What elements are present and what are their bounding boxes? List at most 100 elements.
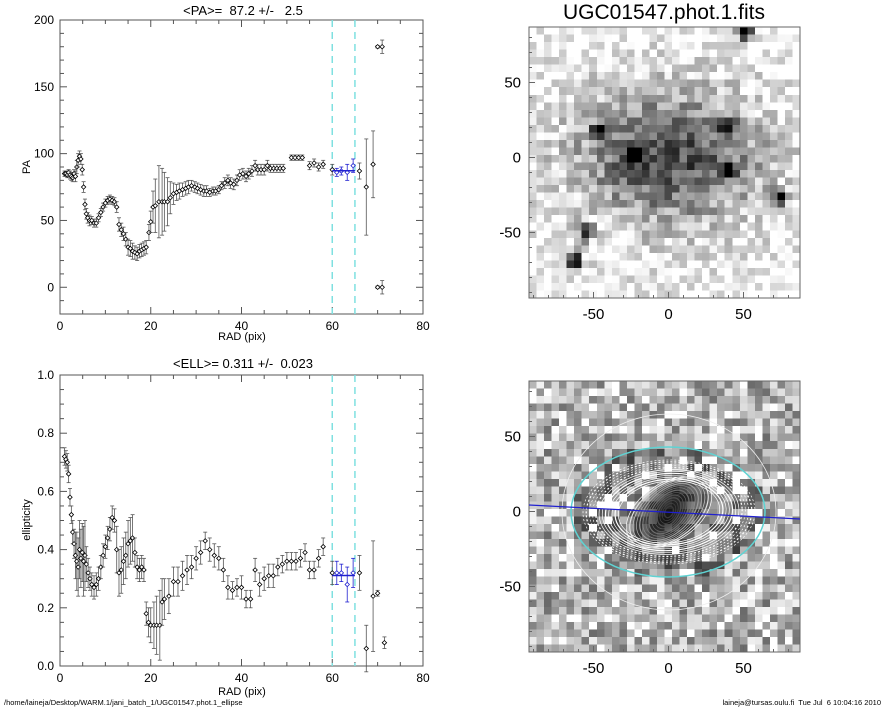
ell-data-point	[356, 570, 363, 576]
ell-data-point	[65, 471, 72, 477]
pa-data-point	[143, 244, 149, 250]
image2-ytick-label: -50	[499, 579, 521, 596]
ell-xtick-label: 0	[57, 671, 64, 685]
ell-data-point	[234, 584, 240, 591]
pa-data-point	[299, 154, 306, 161]
isophote-ellipse	[598, 469, 740, 555]
image2-ytick-label: 0	[513, 504, 521, 521]
isophote-overlay	[528, 413, 801, 611]
pa-data-point	[164, 198, 171, 205]
pa-data-point	[167, 194, 174, 201]
ell-data-point	[374, 590, 381, 597]
pa-data-point	[320, 161, 326, 168]
image1-xtick-label: 50	[735, 306, 752, 323]
ell-data-point	[193, 555, 199, 562]
pa-ytick-label: 150	[34, 80, 54, 94]
ell-data-point	[100, 552, 106, 559]
isophote-ellipse	[617, 480, 721, 544]
mean-isophote-ellipse	[570, 446, 766, 578]
ell-data-point	[120, 558, 127, 565]
pa-data-point	[280, 165, 287, 172]
image2-xtick-label: -50	[583, 660, 605, 677]
ell-data-point	[284, 558, 290, 565]
pa-data-point	[231, 181, 237, 188]
ell-data-point	[71, 541, 77, 547]
pa-data-point	[350, 162, 356, 169]
pa-xtick-label: 40	[235, 319, 249, 333]
pa-direction-line	[528, 504, 801, 520]
image1-frame	[528, 26, 801, 299]
ell-data-point	[202, 538, 208, 544]
ell-data-point	[256, 581, 263, 588]
ell-xlabel: RAD (pix)	[218, 686, 266, 698]
image1-xtick-label: 0	[664, 306, 672, 323]
pa-xtick-label: 20	[144, 319, 158, 333]
image2-frame	[528, 380, 801, 653]
pa-data-point	[80, 184, 87, 190]
pa-ytick-label: 50	[41, 213, 55, 227]
image2-xtick-label: 50	[735, 660, 752, 677]
ell-data-point	[288, 558, 295, 565]
ell-data-point	[261, 575, 267, 582]
ell-data-point	[184, 567, 190, 573]
isophote-ellipse	[608, 474, 730, 550]
ell-ytick-label: 0.2	[37, 601, 54, 615]
ell-data-point	[143, 610, 149, 617]
pa-xtick-label: 0	[57, 319, 64, 333]
ell-data-point	[197, 549, 204, 556]
pa-data-point	[240, 170, 246, 177]
isophote-ellipse	[601, 471, 737, 553]
ell-data-point	[175, 578, 181, 585]
pa-ytick-label: 100	[34, 147, 54, 161]
ell-data-point	[320, 543, 326, 550]
pa-data-point	[245, 170, 252, 177]
ell-xtick-label: 80	[416, 671, 430, 685]
pa-data-point	[72, 173, 79, 180]
pa-data-point	[152, 202, 159, 209]
image2-xtick-label: 0	[664, 660, 672, 677]
ell-data-point	[279, 561, 286, 567]
ell-data-point	[68, 511, 75, 518]
ell-data-point	[211, 552, 218, 559]
pa-data-point	[261, 166, 267, 173]
pa-data-point	[252, 162, 258, 169]
footer-path: /home/laineja/Desktop/WARM.1/jani_batch_…	[4, 698, 243, 707]
image1-ytick-label: -50	[499, 225, 521, 242]
ell-data-point	[64, 459, 71, 466]
ell-data-point	[102, 543, 109, 550]
ell-data-point	[132, 549, 138, 556]
ell-data-point	[270, 573, 277, 579]
ell-data-point	[166, 593, 172, 599]
isophote-ellipse	[585, 461, 753, 563]
pa-title: <PA>= 87.2 +/- 2.5	[183, 3, 303, 18]
pa-xtick-label: 60	[326, 319, 340, 333]
pa-ylabel: PA	[21, 159, 33, 174]
pa-ytick-label: 200	[34, 13, 54, 27]
pa-xlabel: RAD (pix)	[218, 331, 266, 343]
ell-data-point	[188, 564, 195, 570]
pa-data-point	[370, 161, 376, 168]
ell-data-point	[111, 517, 118, 524]
pa-data-point	[363, 184, 370, 190]
isophote-ellipse	[614, 478, 724, 546]
galaxy-image	[529, 27, 800, 298]
ell-data-point	[216, 555, 222, 562]
ell-data-point	[315, 555, 322, 562]
isophote-ellipse	[589, 463, 749, 561]
ell-data-point	[311, 567, 317, 573]
ell-data-point	[76, 546, 83, 553]
ell-data-point	[344, 581, 350, 588]
ell-ylabel: ellipticity	[21, 499, 33, 541]
ell-data-point	[220, 567, 227, 573]
ell-data-point	[243, 596, 249, 602]
ell-ytick-label: 1.0	[37, 368, 54, 382]
pa-data-point	[315, 164, 322, 170]
pa-data-point	[93, 220, 100, 226]
ell-ytick-label: 0.6	[37, 484, 54, 498]
image2-ytick-label: 50	[504, 429, 521, 446]
ell-title: <ELL>= 0.311 +/- 0.023	[173, 356, 313, 371]
pa-data-point	[306, 162, 313, 169]
ell-data-point	[252, 567, 258, 573]
footer-user-time: laineja@tursas.oulu.fi Tue Jul 6 10:04:1…	[722, 698, 881, 707]
